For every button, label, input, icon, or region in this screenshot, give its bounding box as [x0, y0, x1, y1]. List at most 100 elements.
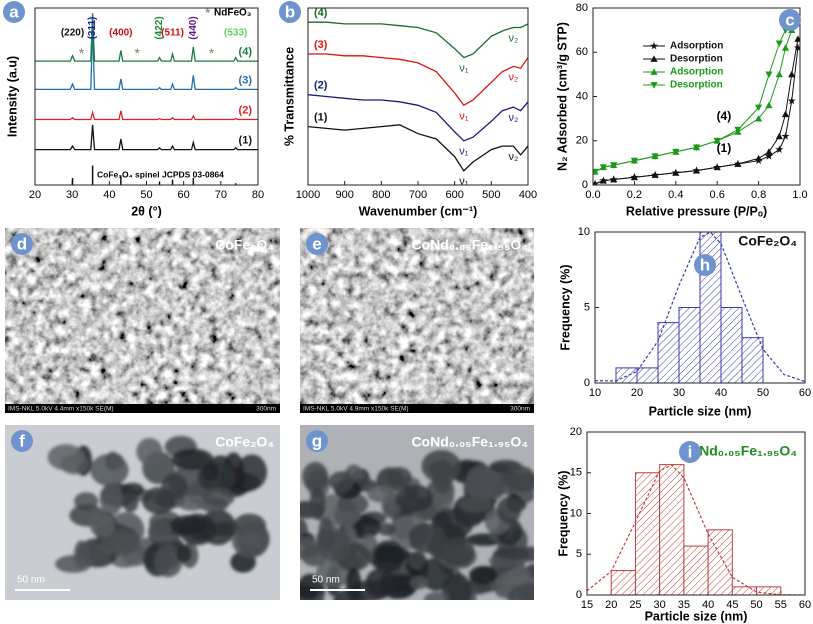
panel-label: c	[785, 10, 794, 29]
data-point	[755, 104, 763, 112]
y-tick-label: 15	[570, 467, 582, 479]
image-caption: CoFe₂O₄	[215, 434, 274, 450]
histogram-bar	[683, 545, 709, 595]
panel-badge	[306, 430, 328, 452]
y-tick-label: 0	[582, 179, 588, 191]
data-point	[599, 176, 607, 184]
band-label: ν₂	[508, 112, 518, 124]
particle	[302, 462, 329, 492]
x-tick-label: 500	[482, 189, 500, 201]
info-bar	[300, 404, 534, 413]
data-point	[692, 144, 701, 151]
particle	[47, 444, 85, 471]
y-tick-label: 5	[584, 301, 590, 313]
image-caption: CoNd₀.₀₅Fe₁.₉₅O₄	[411, 237, 528, 253]
histogram-bar	[610, 570, 636, 595]
data-point	[672, 148, 680, 156]
x-tick-label: 60	[178, 189, 190, 201]
y-axis-label: % Transmittance	[282, 47, 296, 146]
spectrum	[35, 27, 258, 91]
histogram-bar	[678, 307, 701, 383]
x-tick-label: 30	[654, 599, 666, 611]
particle	[440, 537, 475, 566]
panel-badge	[694, 254, 716, 276]
band-label: ν₁	[459, 176, 469, 188]
spectrum	[35, 13, 258, 62]
data-point	[781, 132, 790, 140]
x-tick-label: 20	[29, 189, 41, 201]
histogram-bar	[615, 367, 638, 383]
x-tick-label: 900	[335, 189, 353, 201]
series-label: (3)	[239, 74, 253, 86]
particle	[334, 510, 362, 523]
plot-area	[593, 18, 800, 185]
particle	[507, 567, 531, 584]
particle	[365, 568, 396, 598]
particle	[407, 551, 427, 570]
x-tick-label: 0.4	[668, 189, 683, 201]
x-tick-label: 30	[66, 189, 78, 201]
x-tick-label: 0.6	[710, 189, 725, 201]
data-point	[713, 163, 721, 171]
particle	[170, 515, 207, 536]
plot-frame	[594, 231, 806, 384]
particle	[378, 522, 396, 536]
band-label: ν₂	[508, 151, 518, 163]
x-axis-label: Particle size (nm)	[645, 609, 748, 623]
data-point	[788, 70, 796, 78]
plot-frame	[307, 7, 529, 186]
peak-label: (533)	[224, 28, 247, 39]
data-point	[775, 132, 783, 140]
particle	[497, 546, 531, 561]
x-tick-label: 20	[631, 387, 643, 399]
data-point	[692, 167, 701, 174]
info-bar	[5, 404, 280, 413]
sem-image	[300, 228, 534, 413]
data-point	[599, 164, 607, 171]
y-tick-label: 80	[576, 2, 588, 14]
histogram-bar	[659, 464, 685, 595]
particle	[203, 487, 235, 508]
particle	[441, 573, 472, 600]
x-tick-label: 50	[140, 189, 152, 201]
peak-label: (422)	[154, 16, 165, 39]
tem-particles	[47, 435, 270, 578]
band-label: ν₂	[508, 32, 518, 44]
histogram-bar	[634, 472, 661, 595]
particle	[171, 448, 214, 471]
x-axis-label: Particle size (nm)	[649, 404, 752, 418]
particle	[469, 565, 498, 585]
data-point	[781, 110, 790, 118]
panel-label: a	[9, 2, 19, 21]
scale-label: 300nm	[256, 405, 276, 412]
particle	[136, 438, 163, 466]
data-point	[787, 96, 796, 105]
band-label: ν₁	[459, 62, 469, 74]
data-point	[593, 168, 599, 176]
x-tick-label: 60	[799, 387, 811, 399]
sem-image	[5, 228, 280, 413]
scale-label: 50 nm	[17, 575, 45, 586]
data-point	[651, 171, 659, 178]
panel-badge	[779, 9, 801, 31]
histogram-bar	[720, 307, 743, 383]
y-tick-label: 20	[576, 135, 588, 147]
series-label: (4)	[314, 7, 328, 19]
series-label: (1)	[239, 135, 253, 147]
panel-label: d	[17, 234, 27, 253]
particle	[421, 450, 462, 483]
x-axis-label: 2θ (°)	[131, 204, 162, 218]
particle	[518, 583, 534, 600]
band-label: ν₁	[459, 146, 469, 158]
data-point	[713, 137, 721, 145]
data-point	[765, 71, 773, 78]
particle	[176, 544, 192, 563]
particle	[89, 513, 116, 538]
particle	[300, 586, 319, 600]
legend-marker	[649, 41, 659, 50]
x-tick-label: 50	[757, 387, 769, 399]
particle	[202, 463, 219, 481]
band-label: ν₂	[508, 71, 518, 83]
data-point	[630, 173, 638, 181]
panel-badge	[3, 1, 25, 23]
